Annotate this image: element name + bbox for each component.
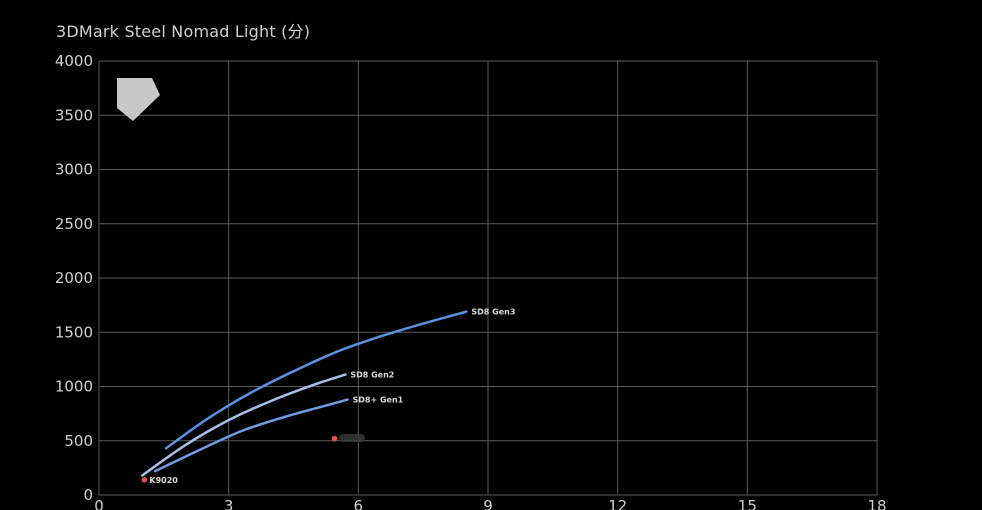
series-lines: SD8 Gen3 SD8 Gen2 SD8+ Gen1 xyxy=(140,308,515,477)
data-points: K9020 xyxy=(141,435,338,485)
series-line xyxy=(140,373,347,477)
x-tick-label: 15 xyxy=(738,497,757,510)
watermark-logo-icon xyxy=(117,78,160,121)
x-axis-ticks: 0 3 6 9 12 15 18 xyxy=(94,497,886,510)
x-tick-label: 12 xyxy=(608,497,627,510)
x-tick-label: 0 xyxy=(94,497,104,510)
y-tick-label: 0 xyxy=(83,486,93,504)
data-point xyxy=(141,477,148,483)
y-tick-label: 3500 xyxy=(55,106,93,124)
y-tick-label: 500 xyxy=(64,432,93,450)
x-tick-label: 3 xyxy=(224,497,234,510)
y-tick-label: 1500 xyxy=(55,323,93,341)
data-point xyxy=(331,435,338,442)
x-tick-label: 18 xyxy=(867,497,886,510)
series-label: SD8+ Gen1 xyxy=(353,396,404,405)
point-label: K9020 xyxy=(149,476,178,485)
blurred-label xyxy=(339,434,365,442)
series-label: SD8 Gen3 xyxy=(471,308,515,317)
x-tick-label: 6 xyxy=(354,497,364,510)
grid xyxy=(98,60,878,496)
chart-title: 3DMark Steel Nomad Light (分) xyxy=(56,22,311,41)
x-tick-label: 9 xyxy=(483,497,493,510)
y-axis-ticks: 0 500 1000 1500 2000 2500 3000 3500 4000 xyxy=(55,52,93,504)
y-tick-label: 3000 xyxy=(55,161,93,179)
series-line xyxy=(164,310,468,450)
y-tick-label: 1000 xyxy=(55,378,93,396)
y-tick-label: 2000 xyxy=(55,269,93,287)
y-tick-label: 4000 xyxy=(55,52,93,70)
series-label: SD8 Gen2 xyxy=(350,371,394,380)
y-tick-label: 2500 xyxy=(55,215,93,233)
series-line xyxy=(153,398,349,473)
